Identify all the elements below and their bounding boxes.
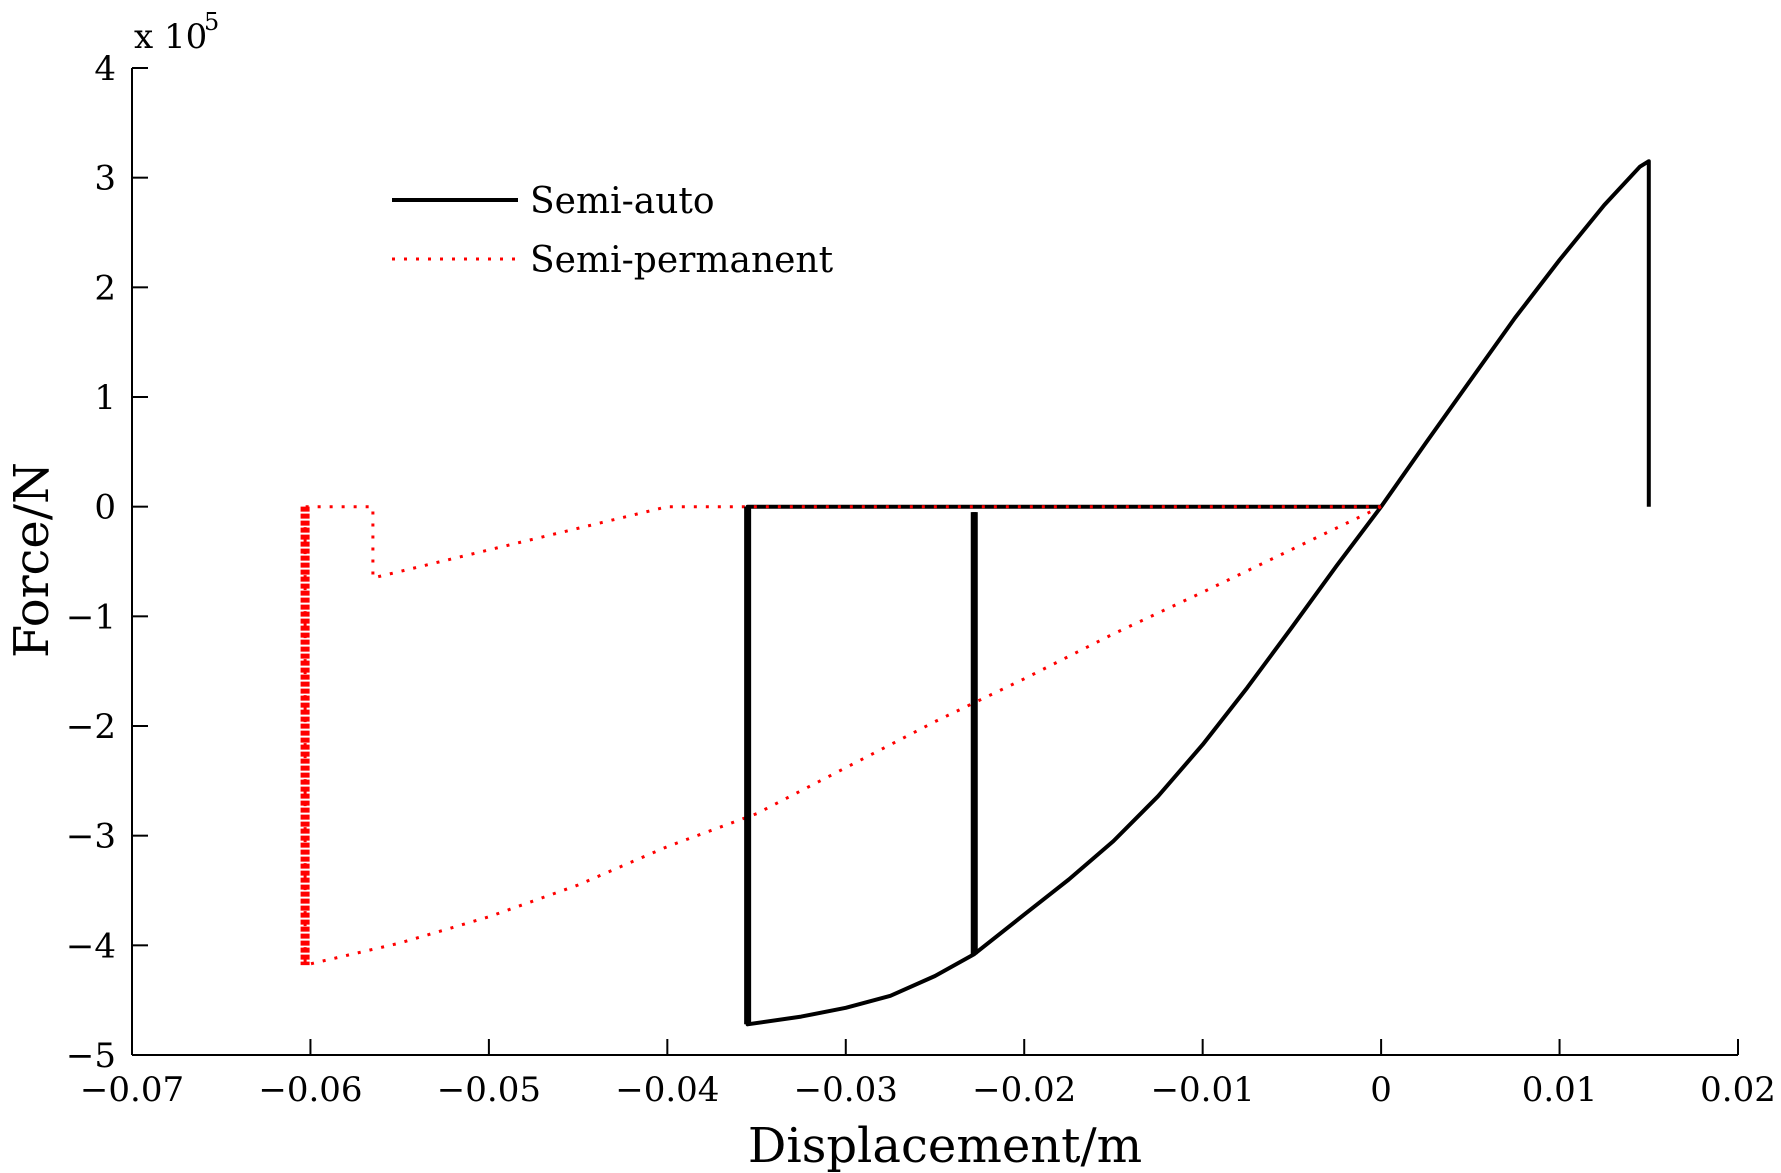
x-tick-label: −0.04 <box>615 1070 719 1110</box>
y-axis-title: Force/N <box>4 462 60 658</box>
y-tick-label: 3 <box>94 159 116 199</box>
plot-series <box>300 159 1651 1027</box>
axes <box>131 68 1738 1056</box>
x-tick-label: 0 <box>1370 1070 1392 1110</box>
y-tick-label: −3 <box>66 817 116 857</box>
y-tick-label: 0 <box>94 488 116 528</box>
x-axis-ticks: −0.07 −0.06 −0.05 −0.04 −0.03 −0.02 −0.01 0 0.01… <box>80 1039 1776 1110</box>
y-multiplier-exponent: 5 <box>204 8 219 36</box>
x-tick-label: −0.05 <box>437 1070 541 1110</box>
y-tick-label: 4 <box>94 49 116 89</box>
y-tick-label: −5 <box>66 1036 116 1076</box>
x-tick-label: 0.02 <box>1700 1070 1776 1110</box>
x-tick-label: 0.01 <box>1522 1070 1598 1110</box>
y-axis-ticks: −5 −4 −3 −2 −1 0 1 2 3 4 <box>66 49 148 1076</box>
x-tick-label: −0.03 <box>794 1070 898 1110</box>
series-line-semi-permanent <box>303 505 1382 967</box>
legend-label-semi-auto: Semi-auto <box>530 181 715 222</box>
y-tick-label: 2 <box>94 268 116 308</box>
y-tick-label: −1 <box>66 597 116 637</box>
legend-label-semi-permanent: Semi-permanent <box>530 240 834 281</box>
x-tick-label: −0.01 <box>1151 1070 1255 1110</box>
x-tick-label: −0.07 <box>80 1070 184 1110</box>
y-tick-label: −4 <box>66 926 116 966</box>
x-tick-label: −0.06 <box>258 1070 362 1110</box>
x-tick-label: −0.02 <box>972 1070 1076 1110</box>
y-tick-label: 1 <box>94 378 116 418</box>
series-line-semi-auto <box>745 159 1651 1027</box>
y-tick-label: −2 <box>66 707 116 747</box>
legend: Semi-auto Semi-permanent <box>392 181 834 281</box>
y-multiplier-label: x 10 <box>134 17 207 57</box>
x-axis-title: Displacement/m <box>748 1118 1142 1173</box>
